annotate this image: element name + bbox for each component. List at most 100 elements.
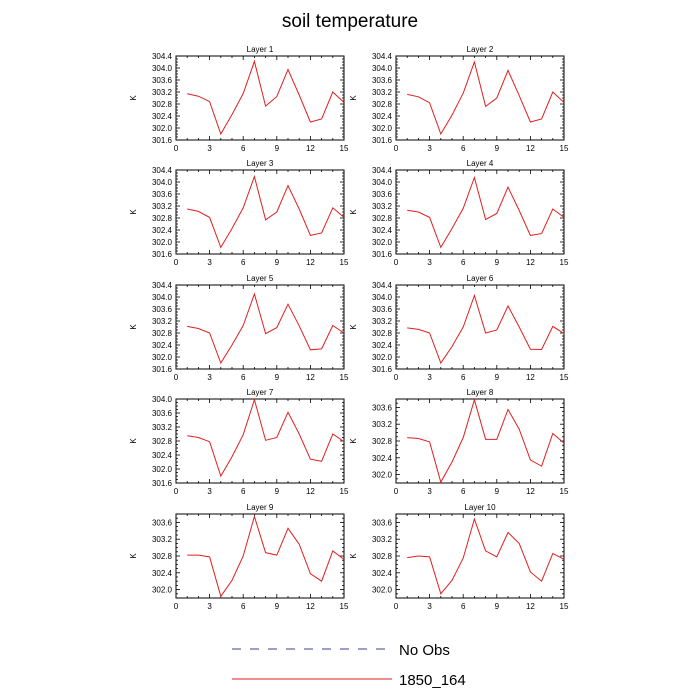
y-tick-label: 304.4: [152, 281, 173, 290]
y-tick-label: 302.0: [152, 124, 173, 133]
y-tick-label: 303.6: [372, 190, 393, 199]
series-line-1850-164: [187, 292, 345, 365]
x-tick-label: 0: [174, 602, 179, 611]
x-tick-label: 12: [306, 373, 315, 382]
x-tick-label: 12: [306, 487, 315, 496]
plot-frame: [395, 398, 565, 484]
y-tick-label: 303.6: [152, 190, 173, 199]
legend-item-no-obs: No Obs: [232, 642, 450, 659]
y-tick-label: 304.0: [152, 395, 173, 404]
plot-frame: [175, 284, 345, 370]
x-tick-label: 15: [340, 258, 349, 267]
y-tick-label: 302.8: [152, 437, 173, 446]
series-line-1850-164: [407, 293, 565, 365]
y-tick-label: 302.8: [152, 552, 173, 561]
plot-frame: [175, 398, 345, 484]
legend-label-1850-164: 1850_164: [399, 672, 466, 689]
x-tick-label: 9: [495, 373, 500, 382]
panel-title: Layer 8: [467, 388, 494, 397]
y-tick-label: 304.0: [152, 64, 173, 73]
x-tick-label: 15: [560, 144, 569, 153]
x-tick-label: 9: [275, 602, 280, 611]
x-tick-label: 0: [174, 373, 179, 382]
y-tick-label: 304.4: [372, 52, 393, 61]
y-tick-label: 303.2: [372, 202, 393, 211]
panel-title: Layer 7: [247, 388, 274, 397]
panel-layer-4: Layer 4 K 0 3 6 9 12 15 301.6 302.0 302.4 302.8 303.…: [349, 159, 569, 267]
y-tick-label: 301.6: [152, 250, 173, 259]
x-tick-label: 12: [526, 144, 535, 153]
x-tick-label: 9: [275, 144, 280, 153]
y-tick-label: 302.4: [152, 569, 173, 578]
y-tick-label: 303.6: [152, 409, 173, 418]
y-axis-label: K: [349, 324, 358, 330]
x-tick-label: 3: [207, 144, 212, 153]
series-line-1850-164: [187, 59, 345, 136]
y-tick-label: 303.2: [152, 202, 173, 211]
series-line-1850-164: [187, 174, 345, 249]
legend-label-no-obs: No Obs: [399, 642, 450, 659]
x-tick-label: 6: [461, 144, 466, 153]
panel-title: Layer 1: [247, 45, 274, 54]
y-tick-label: 302.4: [152, 226, 173, 235]
y-tick-label: 302.0: [372, 238, 393, 247]
y-axis-label: K: [349, 95, 358, 101]
x-tick-label: 9: [495, 258, 500, 267]
panel-layer-2: Layer 2 K 0 3 6 9 12 15 301.6 302.0 302.4 302.8 303.…: [349, 45, 569, 153]
x-tick-label: 6: [241, 144, 246, 153]
y-tick-label: 302.0: [372, 124, 393, 133]
x-tick-label: 15: [340, 487, 349, 496]
y-tick-label: 302.8: [152, 100, 173, 109]
figure-title: soil temperature: [282, 11, 418, 32]
panel-title: Layer 10: [464, 503, 496, 512]
y-tick-label: 302.4: [372, 341, 393, 350]
y-tick-label: 301.6: [372, 136, 393, 145]
y-tick-label: 303.2: [372, 535, 393, 544]
panel-layer-5: Layer 5 K 0 3 6 9 12 15 301.6 302.0 302.4 302.8 303.…: [129, 274, 349, 382]
y-tick-label: 302.0: [372, 471, 393, 480]
x-tick-label: 0: [394, 602, 399, 611]
y-tick-label: 301.6: [152, 136, 173, 145]
y-tick-label: 303.6: [152, 518, 173, 527]
x-tick-label: 6: [461, 602, 466, 611]
y-tick-label: 304.4: [372, 166, 393, 175]
y-tick-label: 303.6: [372, 305, 393, 314]
y-tick-label: 302.0: [372, 586, 393, 595]
x-tick-label: 15: [340, 144, 349, 153]
plot-frame: [175, 169, 345, 255]
panel-layer-6: Layer 6 K 0 3 6 9 12 15 301.6 302.0 302.4 302.8 303.…: [349, 274, 569, 382]
x-tick-label: 15: [340, 602, 349, 611]
y-tick-label: 301.6: [152, 365, 173, 374]
y-tick-label: 302.8: [372, 552, 393, 561]
x-tick-label: 0: [394, 144, 399, 153]
x-tick-label: 0: [174, 487, 179, 496]
y-tick-label: 302.8: [152, 329, 173, 338]
x-tick-label: 3: [427, 258, 432, 267]
x-tick-label: 3: [427, 602, 432, 611]
y-tick-label: 302.0: [372, 353, 393, 362]
y-axis-label: K: [129, 438, 138, 444]
y-tick-label: 304.4: [372, 281, 393, 290]
y-axis-label: K: [349, 209, 358, 215]
y-tick-label: 303.6: [372, 76, 393, 85]
x-tick-label: 12: [306, 602, 315, 611]
y-tick-label: 303.2: [152, 317, 173, 326]
panel-title: Layer 2: [467, 45, 494, 54]
y-axis-label: K: [129, 553, 138, 559]
series-line-1850-164: [187, 514, 345, 598]
plot-frame: [395, 284, 565, 370]
y-tick-label: 304.0: [372, 178, 393, 187]
y-tick-label: 303.6: [152, 76, 173, 85]
y-tick-label: 304.0: [372, 293, 393, 302]
x-tick-label: 15: [560, 258, 569, 267]
plot-frame: [395, 169, 565, 255]
y-tick-label: 301.6: [372, 365, 393, 374]
panels-grid: Layer 1 K 0 3 6 9 12 15 301.6 302.0 302.4 302.8 303.…: [129, 45, 569, 611]
y-tick-label: 302.4: [152, 341, 173, 350]
y-tick-label: 302.0: [152, 586, 173, 595]
y-tick-label: 302.8: [372, 214, 393, 223]
x-tick-label: 3: [427, 144, 432, 153]
y-tick-label: 303.2: [372, 88, 393, 97]
y-tick-label: 303.6: [372, 403, 393, 412]
